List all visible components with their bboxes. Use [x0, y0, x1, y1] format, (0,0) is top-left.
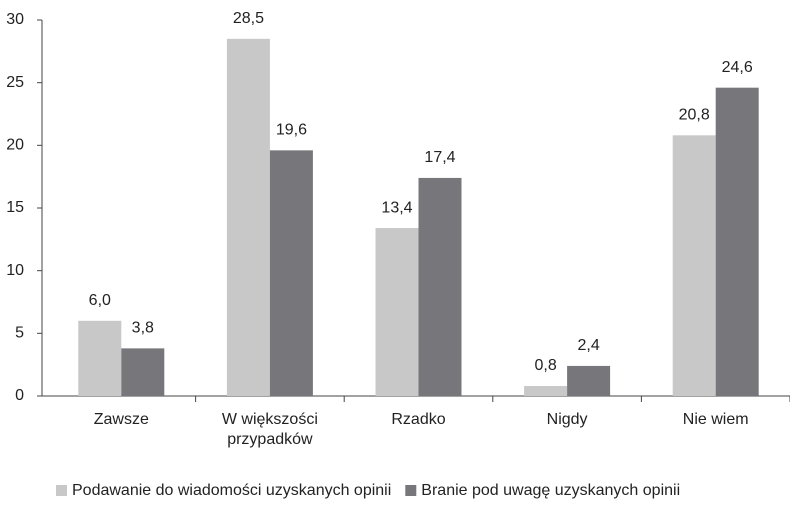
- bar: [672, 135, 716, 396]
- bar: [121, 348, 165, 396]
- y-tick-label: 20: [6, 137, 24, 154]
- data-label: 24,6: [722, 59, 753, 76]
- data-label: 13,4: [381, 199, 412, 216]
- data-label: 28,5: [233, 10, 264, 27]
- data-label: 2,4: [577, 337, 599, 354]
- bar: [269, 150, 313, 396]
- data-label: 6,0: [89, 292, 111, 309]
- bar: [226, 38, 270, 397]
- legend-swatch: [56, 485, 67, 496]
- x-tick-label: Zawsze: [93, 411, 149, 428]
- legend-label: Branie pod uwagę uzyskanych opinii: [421, 482, 680, 499]
- x-tick-label: W większości przypadków: [221, 411, 318, 448]
- y-tick-label: 10: [6, 262, 24, 279]
- legend-label: Podawanie do wiadomości uzyskanych opini…: [72, 482, 391, 499]
- legend-swatch: [405, 485, 417, 496]
- bar: [78, 320, 122, 396]
- data-label: 17,4: [424, 149, 455, 166]
- y-tick-label: 25: [6, 74, 24, 91]
- y-tick-label: 15: [6, 199, 24, 216]
- x-tick-label: Nigdy: [546, 411, 588, 428]
- data-label: 3,8: [132, 320, 154, 337]
- data-label: 19,6: [276, 122, 307, 139]
- bar: [524, 385, 568, 396]
- bar: [375, 228, 419, 396]
- data-label: 20,8: [679, 107, 710, 124]
- x-tick-label: Nie wiem: [682, 411, 749, 428]
- data-label: 0,8: [534, 357, 556, 374]
- bar: [715, 87, 759, 397]
- bar: [567, 365, 611, 396]
- bar: [418, 177, 462, 396]
- x-tick-label: Rzadko: [391, 411, 446, 428]
- y-tick-label: 5: [15, 325, 24, 342]
- y-tick-label: 0: [15, 387, 24, 404]
- y-tick-label: 30: [6, 11, 24, 28]
